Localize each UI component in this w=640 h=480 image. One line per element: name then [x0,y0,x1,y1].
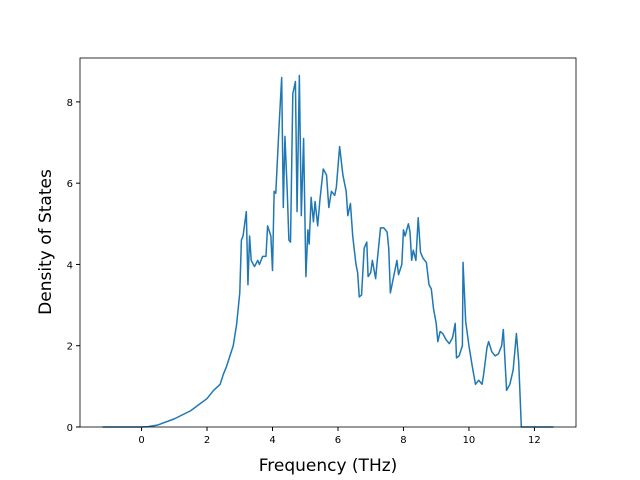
line-series [102,74,554,428]
plot-frame [79,57,577,428]
x-tick-label: 4 [269,435,275,446]
y-tick-label: 6 [67,179,73,190]
y-axis-label: Density of States [36,169,56,315]
x-tick-label: 8 [400,435,406,446]
x-tick-label: 6 [335,435,341,446]
x-tick-label: 0 [138,435,144,446]
x-tick-label: 10 [463,435,476,446]
y-tick-label: 0 [67,423,73,434]
x-axis-label: Frequency (THz) [259,456,398,476]
y-tick-label: 2 [67,342,73,353]
y-tick-label: 8 [67,98,73,109]
x-tick-label: 12 [528,435,541,446]
y-tick-label: 4 [67,260,73,271]
x-tick-label: 2 [204,435,210,446]
